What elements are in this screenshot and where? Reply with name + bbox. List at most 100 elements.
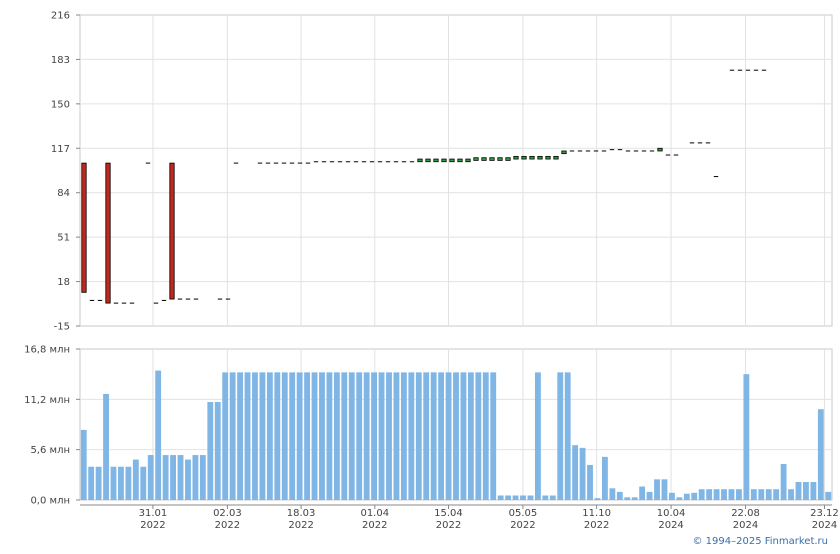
x-tick-year-label: 2024: [658, 520, 683, 531]
price-plot-area: [79, 14, 833, 327]
volume-bar: [601, 456, 608, 500]
volume-bar: [103, 393, 109, 500]
volume-bar: [691, 492, 698, 500]
volume-bar: [564, 372, 571, 500]
candle-body: [537, 155, 543, 160]
volume-bar: [319, 372, 325, 500]
volume-y-tick-label: 16,8 млн: [24, 345, 70, 356]
volume-bar: [95, 466, 102, 500]
volume-bar: [185, 459, 191, 500]
x-tick-date-label: 15.04: [434, 508, 463, 519]
volume-bar: [415, 372, 422, 500]
volume-bar: [199, 455, 206, 500]
volume-bar: [259, 372, 266, 500]
volume-bar: [252, 372, 258, 500]
x-tick-year-label: 2024: [812, 520, 837, 531]
volume-bar: [386, 372, 392, 500]
volume-bar: [80, 429, 87, 500]
volume-bar: [743, 374, 750, 500]
volume-bar: [661, 479, 668, 500]
candle-body: [521, 155, 527, 160]
volume-bar: [296, 372, 303, 500]
volume-bar: [304, 372, 311, 500]
volume-bar: [490, 372, 497, 500]
volume-bar: [698, 489, 705, 500]
candle-body: [417, 158, 423, 163]
volume-bar: [400, 372, 407, 500]
volume-bar: [609, 488, 616, 500]
x-tick-year-label: 2022: [215, 520, 240, 531]
volume-bar: [333, 372, 340, 500]
candle-body: [561, 150, 567, 155]
candle-body: [513, 155, 519, 160]
copyright-credit[interactable]: © 1994–2025 Finmarket.ru: [692, 536, 828, 547]
volume-bar: [281, 372, 288, 500]
x-tick-date-label: 10.04: [657, 508, 686, 519]
volume-bar: [177, 455, 184, 500]
price-y-tick-label: 216: [51, 11, 70, 22]
volume-bar: [348, 372, 355, 500]
volume-bar: [736, 489, 742, 500]
volume-bar: [356, 372, 363, 500]
volume-bar: [520, 495, 526, 500]
volume-bar: [170, 455, 176, 500]
volume-bar: [810, 482, 817, 500]
price-y-tick-label: 51: [57, 233, 70, 244]
volume-bar: [624, 497, 631, 500]
volume-bar: [750, 489, 757, 500]
volume-bar: [423, 372, 430, 500]
volume-bar: [475, 372, 482, 500]
x-tick-date-label: 05.05: [509, 508, 538, 519]
volume-y-tick-label: 5,6 млн: [30, 445, 70, 456]
volume-bar: [668, 492, 675, 500]
volume-bar: [438, 372, 445, 500]
volume-bar: [497, 495, 504, 500]
volume-bar: [713, 489, 720, 500]
volume-bar: [229, 372, 236, 500]
x-tick-date-label: 02.03: [213, 508, 242, 519]
candle-body: [433, 158, 439, 163]
volume-bar: [453, 372, 459, 500]
volume-bar: [557, 372, 564, 500]
volume-bar: [371, 372, 378, 500]
candle-body: [657, 147, 663, 152]
price-y-tick-label: 150: [51, 99, 70, 110]
candle-body: [465, 158, 471, 163]
volume-bar: [237, 372, 244, 500]
volume-bar: [207, 402, 214, 500]
x-tick-year-label: 2022: [140, 520, 165, 531]
x-tick-year-label: 2022: [288, 520, 313, 531]
x-tick-date-label: 31.01: [139, 508, 168, 519]
x-tick-date-label: 01.04: [360, 508, 389, 519]
volume-bar: [728, 489, 735, 500]
volume-bar: [222, 372, 229, 500]
volume-bar: [214, 402, 221, 500]
volume-bar: [579, 447, 586, 500]
volume-bar: [132, 459, 139, 500]
candle-body: [441, 158, 447, 163]
volume-bar: [646, 491, 653, 500]
volume-bar: [706, 489, 713, 500]
volume-bar: [639, 486, 646, 500]
volume-y-tick-label: 0,0 млн: [30, 496, 70, 507]
volume-bar: [758, 489, 765, 500]
volume-bar: [140, 466, 147, 500]
volume-bar: [534, 372, 541, 500]
volume-bar: [118, 466, 124, 500]
volume-bar: [341, 372, 348, 500]
volume-bar: [125, 466, 132, 500]
volume-bar: [363, 372, 370, 500]
x-tick-year-label: 2024: [733, 520, 758, 531]
volume-bar: [162, 455, 169, 500]
volume-bar: [266, 372, 273, 500]
price-y-tick-label: 84: [57, 188, 70, 199]
x-tick-date-label: 18.03: [287, 508, 316, 519]
volume-bar: [721, 489, 727, 500]
price-y-tick-label: 18: [57, 277, 70, 288]
candle-body: [529, 155, 535, 160]
volume-bar: [274, 372, 281, 500]
volume-bar: [289, 372, 296, 500]
volume-bar: [587, 464, 593, 500]
volume-bar: [110, 466, 117, 500]
